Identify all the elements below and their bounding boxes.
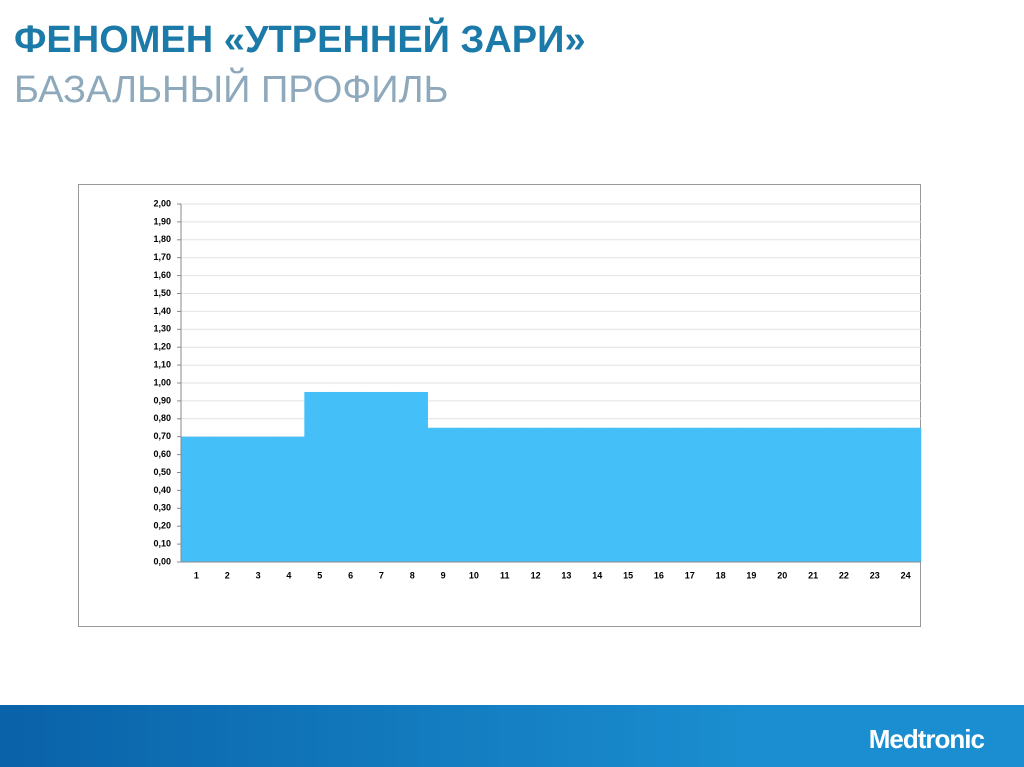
bar [458, 427, 490, 562]
bar [304, 391, 336, 562]
bar [797, 427, 829, 562]
bar [581, 427, 613, 562]
x-tick-label: 23 [870, 570, 880, 580]
x-tick-label: 11 [500, 570, 510, 580]
x-tick-label: 9 [441, 570, 446, 580]
x-tick-label: 5 [317, 570, 322, 580]
y-tick-label: 1,50 [153, 288, 171, 298]
x-tick-label: 19 [746, 570, 756, 580]
bar [705, 427, 737, 562]
x-tick-label: 12 [531, 570, 541, 580]
footer-band [0, 705, 748, 767]
x-tick-label: 20 [777, 570, 787, 580]
x-tick-label: 7 [379, 570, 384, 580]
bar [643, 427, 675, 562]
y-tick-label: 0,70 [153, 431, 171, 441]
x-tick-label: 24 [901, 570, 911, 580]
bar [766, 427, 798, 562]
bar [551, 427, 583, 562]
bar [674, 427, 706, 562]
bar [273, 436, 305, 562]
bar [366, 391, 398, 562]
x-tick-label: 3 [256, 570, 261, 580]
x-tick-label: 6 [348, 570, 353, 580]
bar [612, 427, 644, 562]
bar [211, 436, 243, 562]
y-tick-label: 1,60 [153, 270, 171, 280]
y-tick-label: 0,00 [153, 556, 171, 566]
x-tick-label: 4 [286, 570, 291, 580]
bar [890, 427, 922, 562]
y-tick-label: 0,10 [153, 538, 171, 548]
y-tick-label: 1,90 [153, 216, 171, 226]
bar [396, 391, 428, 562]
x-tick-label: 14 [592, 570, 602, 580]
logo: Medtronic [869, 724, 985, 754]
y-tick-label: 1,70 [153, 252, 171, 262]
bar [335, 391, 367, 562]
x-tick-label: 16 [654, 570, 664, 580]
plot-area: 0,00 0,10 0,20 0,30 0,40 0,50 0,60 0,70 0,80 0,90… [153, 198, 922, 580]
bar [427, 427, 459, 562]
y-tick-label: 2,00 [153, 198, 171, 208]
x-tick-label: 13 [561, 570, 571, 580]
y-tick-label: 0,20 [153, 521, 171, 531]
y-tick-label: 0,90 [153, 395, 171, 405]
bar [736, 427, 768, 562]
bar [520, 427, 552, 562]
x-tick-label: 17 [685, 570, 695, 580]
y-tick-label: 0,50 [153, 467, 171, 477]
x-tick-label: 21 [808, 570, 818, 580]
bar [859, 427, 891, 562]
y-tick-label: 1,10 [153, 359, 171, 369]
x-tick-label: 10 [469, 570, 479, 580]
bar [181, 436, 213, 562]
bar [242, 436, 274, 562]
footer-logo-band [748, 705, 1024, 767]
bar [489, 427, 521, 562]
y-tick-label: 0,40 [153, 485, 171, 495]
y-tick-label: 1,80 [153, 234, 171, 244]
x-tick-label: 22 [839, 570, 849, 580]
x-tick-label: 18 [716, 570, 726, 580]
y-tick-label: 1,30 [153, 324, 171, 334]
bar [828, 427, 860, 562]
x-tick-label: 15 [623, 570, 633, 580]
slide-subtitle: БАЗАЛЬНЫЙ ПРОФИЛЬ [14, 66, 448, 111]
y-tick-label: 0,60 [153, 449, 171, 459]
y-tick-label: 1,00 [153, 377, 171, 387]
x-tick-label: 8 [410, 570, 415, 580]
x-tick-label: 1 [194, 570, 199, 580]
y-tick-label: 1,20 [153, 342, 171, 352]
y-tick-label: 0,30 [153, 503, 171, 513]
x-tick-label: 2 [225, 570, 230, 580]
y-tick-label: 0,80 [153, 413, 171, 423]
slide-title: ФЕНОМЕН «УТРЕННЕЙ ЗАРИ» [14, 16, 586, 61]
y-tick-label: 1,40 [153, 306, 171, 316]
